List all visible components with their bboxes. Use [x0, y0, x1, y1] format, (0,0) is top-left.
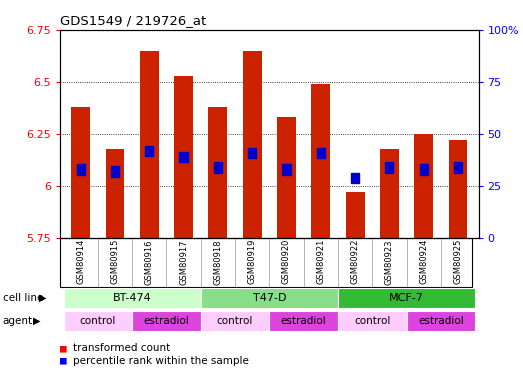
Bar: [414, 134, 433, 238]
Bar: [311, 84, 330, 238]
Text: ■: ■: [60, 343, 67, 353]
Bar: [316, 148, 325, 158]
Bar: [209, 107, 228, 238]
Bar: [248, 148, 256, 158]
Text: GSM80920: GSM80920: [282, 239, 291, 285]
Text: GSM80919: GSM80919: [248, 239, 257, 285]
Text: agent: agent: [3, 316, 33, 326]
Bar: [174, 76, 193, 238]
Text: GSM80924: GSM80924: [419, 239, 428, 285]
Bar: [346, 192, 365, 238]
Text: control: control: [217, 316, 253, 326]
Bar: [269, 310, 338, 331]
Bar: [201, 310, 269, 331]
Bar: [201, 288, 338, 308]
Text: MCF-7: MCF-7: [389, 293, 424, 303]
Bar: [64, 288, 201, 308]
Text: control: control: [79, 316, 116, 326]
Bar: [179, 152, 188, 162]
Text: GSM80918: GSM80918: [213, 239, 222, 285]
Bar: [419, 164, 428, 175]
Bar: [111, 166, 119, 177]
Text: BT-474: BT-474: [113, 293, 152, 303]
Bar: [71, 107, 90, 238]
Text: estradiol: estradiol: [418, 316, 464, 326]
Bar: [243, 51, 262, 238]
Text: ▶: ▶: [39, 293, 47, 303]
Text: cell line: cell line: [3, 293, 43, 303]
Text: control: control: [354, 316, 390, 326]
Text: transformed count: transformed count: [73, 343, 170, 353]
Text: estradiol: estradiol: [144, 316, 189, 326]
Text: estradiol: estradiol: [281, 316, 326, 326]
Text: GSM80915: GSM80915: [110, 239, 120, 285]
Bar: [64, 310, 132, 331]
Text: GSM80917: GSM80917: [179, 239, 188, 285]
Text: percentile rank within the sample: percentile rank within the sample: [73, 356, 249, 366]
Bar: [385, 162, 393, 172]
Bar: [380, 148, 399, 238]
Bar: [132, 310, 201, 331]
Text: GDS1549 / 219726_at: GDS1549 / 219726_at: [60, 15, 207, 27]
Bar: [145, 146, 153, 156]
Text: GSM80925: GSM80925: [453, 239, 462, 285]
Bar: [282, 164, 291, 175]
Text: GSM80916: GSM80916: [145, 239, 154, 285]
Bar: [449, 140, 468, 238]
Text: GSM80922: GSM80922: [350, 239, 360, 285]
Bar: [214, 162, 222, 172]
Bar: [106, 148, 124, 238]
Bar: [76, 164, 85, 175]
Bar: [338, 310, 406, 331]
Bar: [406, 310, 475, 331]
Bar: [277, 117, 296, 238]
Bar: [454, 162, 462, 172]
Bar: [351, 172, 359, 183]
Text: T47-D: T47-D: [253, 293, 286, 303]
Text: GSM80923: GSM80923: [385, 239, 394, 285]
Text: GSM80914: GSM80914: [76, 239, 85, 285]
Bar: [140, 51, 159, 238]
Text: GSM80921: GSM80921: [316, 239, 325, 285]
Bar: [338, 288, 475, 308]
Text: ■: ■: [60, 356, 67, 366]
Text: ▶: ▶: [33, 316, 40, 326]
